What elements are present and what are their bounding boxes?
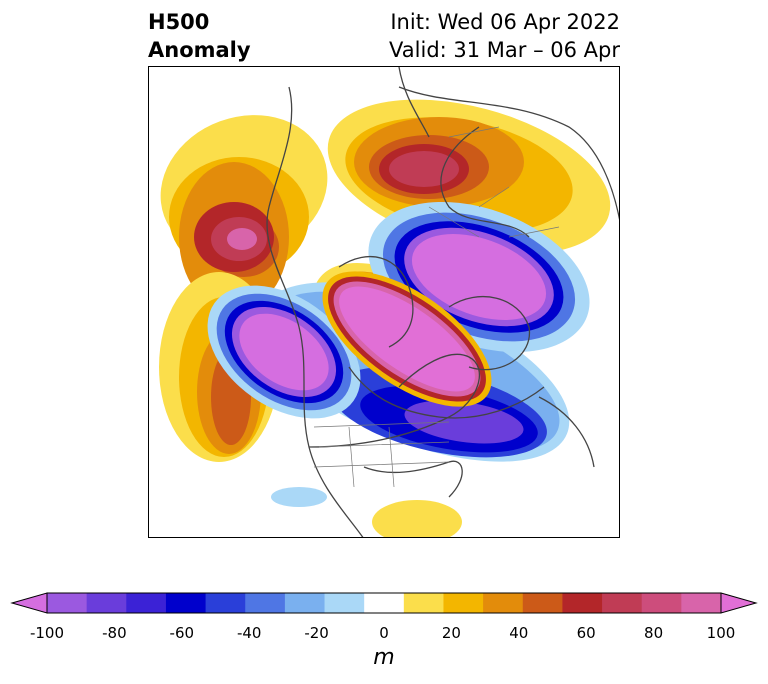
colorbar-cell <box>403 593 444 613</box>
title-type: Anomaly <box>148 38 251 62</box>
title-variable: H500 <box>148 10 210 34</box>
colorbar-cell <box>126 593 167 613</box>
colorbar-cell <box>86 593 127 613</box>
colorbar-cell <box>284 593 326 613</box>
colorbar-tick-label: 0 <box>379 624 389 642</box>
colorbar-tick-label: 20 <box>441 624 461 642</box>
colorbar-cells <box>10 592 758 614</box>
valid-range: Valid: 31 Mar – 06 Apr <box>389 38 620 62</box>
colorbar-cell <box>443 593 484 613</box>
western-low <box>207 285 361 419</box>
colorbar-tick-label: 60 <box>576 624 596 642</box>
colorbar-cell <box>364 593 405 613</box>
colorbar-tick-label: 80 <box>644 624 664 642</box>
colorbar <box>10 592 758 614</box>
colorbar-tick-label: -80 <box>102 624 127 642</box>
colorbar-tick-label: 40 <box>509 624 529 642</box>
southern-low <box>271 487 327 507</box>
colorbar-tick-label: -20 <box>304 624 329 642</box>
colorbar-cell <box>602 593 643 613</box>
colorbar-cell <box>245 593 286 613</box>
colorbar-tick-label: -100 <box>29 624 65 642</box>
southern-ridge <box>372 500 462 537</box>
colorbar-tick-label: -60 <box>169 624 195 642</box>
colorbar-cell <box>522 593 563 613</box>
colorbar-cell <box>483 593 524 613</box>
title-right: Init: Wed 06 Apr 2022 Valid: 31 Mar – 06… <box>389 8 620 64</box>
init-date: Init: Wed 06 Apr 2022 <box>390 10 620 34</box>
colorbar-extend-max <box>720 592 758 614</box>
anomaly-map-svg <box>159 67 619 537</box>
central-ridge-top <box>322 271 492 407</box>
anomaly-map <box>148 66 620 538</box>
borders <box>313 126 560 488</box>
title-left: H500 Anomaly <box>148 8 251 64</box>
colorbar-unit: m <box>373 645 395 670</box>
colorbar-extend-min <box>10 592 48 614</box>
colorbar-cell <box>324 593 365 613</box>
colorbar-cell <box>641 593 682 613</box>
colorbar-cell <box>165 593 207 613</box>
colorbar-cell <box>205 593 246 613</box>
colorbar-outline <box>46 592 722 614</box>
coastlines <box>266 67 619 537</box>
siberian-ridge <box>327 99 611 255</box>
colorbar-cell <box>681 593 722 613</box>
colorbar-cell <box>47 593 88 613</box>
colorbar-cell <box>562 593 603 613</box>
colorbar-tick-label: -40 <box>236 624 262 642</box>
colorbar-tick-label: 100 <box>706 624 736 642</box>
